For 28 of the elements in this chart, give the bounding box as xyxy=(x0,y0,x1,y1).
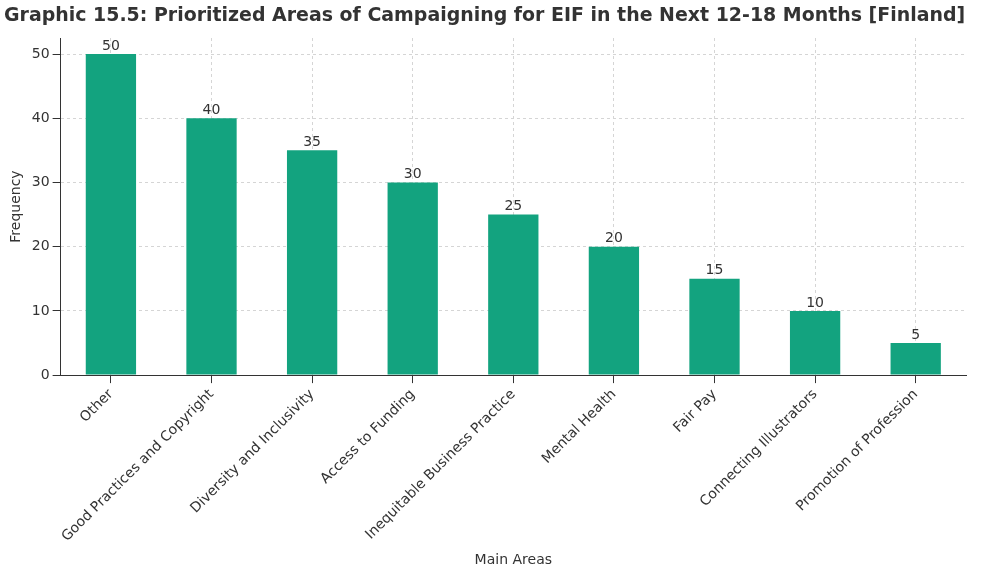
data-label: 35 xyxy=(303,133,322,150)
y-tick-label: 50 xyxy=(31,44,50,61)
y-axis-title: Frequency xyxy=(7,170,24,243)
bar xyxy=(488,214,539,375)
bar xyxy=(890,343,941,375)
x-tick-label: Fair Pay xyxy=(669,385,720,436)
y-tick-label: 30 xyxy=(31,173,50,190)
data-label: 40 xyxy=(202,100,221,117)
data-label: 15 xyxy=(705,261,724,278)
y-tick-label: 0 xyxy=(40,365,50,382)
y-tick-label: 20 xyxy=(31,237,50,254)
data-label: 10 xyxy=(806,293,825,310)
bar xyxy=(588,246,640,375)
data-label: 30 xyxy=(403,165,422,182)
data-label: 50 xyxy=(102,36,120,53)
y-tick-label: 10 xyxy=(31,301,50,318)
bar xyxy=(387,182,438,375)
bar xyxy=(286,150,338,375)
bar xyxy=(689,278,740,375)
data-label: 25 xyxy=(504,197,523,214)
data-label: 5 xyxy=(911,325,921,342)
x-axis-title: Main Areas xyxy=(474,551,552,568)
bar xyxy=(789,310,841,375)
bar xyxy=(186,118,237,375)
y-tick-label: 40 xyxy=(31,108,50,125)
data-label: 20 xyxy=(604,229,623,246)
bar xyxy=(85,54,137,375)
chart-title: Graphic 15.5: Prioritized Areas of Campaigning for EIF in the Next 12-18 Months [Finland] xyxy=(4,2,966,27)
